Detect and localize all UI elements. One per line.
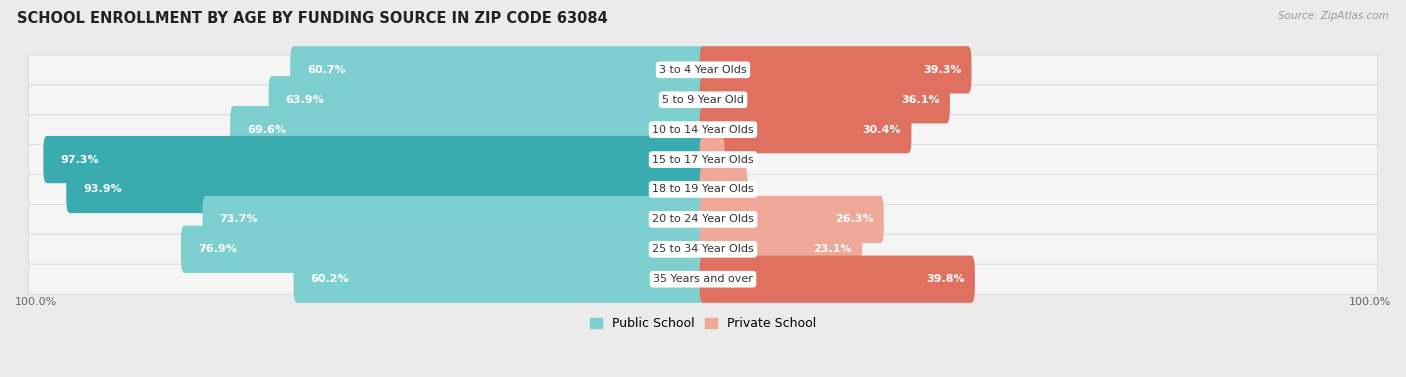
- Text: 18 to 19 Year Olds: 18 to 19 Year Olds: [652, 184, 754, 195]
- FancyBboxPatch shape: [294, 256, 706, 303]
- FancyBboxPatch shape: [28, 85, 1378, 115]
- Text: 100.0%: 100.0%: [15, 297, 58, 307]
- FancyBboxPatch shape: [28, 234, 1378, 264]
- FancyBboxPatch shape: [202, 196, 706, 243]
- FancyBboxPatch shape: [700, 226, 862, 273]
- Legend: Public School, Private School: Public School, Private School: [585, 312, 821, 335]
- FancyBboxPatch shape: [700, 106, 911, 153]
- Text: 36.1%: 36.1%: [901, 95, 939, 105]
- Text: 93.9%: 93.9%: [83, 184, 122, 195]
- Text: 39.8%: 39.8%: [927, 274, 965, 284]
- FancyBboxPatch shape: [700, 196, 884, 243]
- Text: Source: ZipAtlas.com: Source: ZipAtlas.com: [1278, 11, 1389, 21]
- FancyBboxPatch shape: [28, 115, 1378, 145]
- FancyBboxPatch shape: [700, 76, 950, 123]
- Text: SCHOOL ENROLLMENT BY AGE BY FUNDING SOURCE IN ZIP CODE 63084: SCHOOL ENROLLMENT BY AGE BY FUNDING SOUR…: [17, 11, 607, 26]
- Text: 2.7%: 2.7%: [683, 155, 714, 165]
- Text: 10 to 14 Year Olds: 10 to 14 Year Olds: [652, 125, 754, 135]
- FancyBboxPatch shape: [28, 145, 1378, 175]
- Text: 15 to 17 Year Olds: 15 to 17 Year Olds: [652, 155, 754, 165]
- FancyBboxPatch shape: [66, 166, 706, 213]
- Text: 35 Years and over: 35 Years and over: [652, 274, 754, 284]
- Text: 20 to 24 Year Olds: 20 to 24 Year Olds: [652, 215, 754, 224]
- Text: 60.2%: 60.2%: [311, 274, 349, 284]
- Text: 25 to 34 Year Olds: 25 to 34 Year Olds: [652, 244, 754, 254]
- Text: 23.1%: 23.1%: [814, 244, 852, 254]
- FancyBboxPatch shape: [28, 55, 1378, 85]
- FancyBboxPatch shape: [28, 175, 1378, 204]
- FancyBboxPatch shape: [231, 106, 706, 153]
- FancyBboxPatch shape: [269, 76, 706, 123]
- Text: 76.9%: 76.9%: [198, 244, 236, 254]
- FancyBboxPatch shape: [290, 46, 706, 93]
- FancyBboxPatch shape: [700, 256, 974, 303]
- Text: 6.1%: 6.1%: [706, 184, 737, 195]
- Text: 3 to 4 Year Olds: 3 to 4 Year Olds: [659, 65, 747, 75]
- Text: 26.3%: 26.3%: [835, 215, 873, 224]
- Text: 97.3%: 97.3%: [60, 155, 98, 165]
- Text: 100.0%: 100.0%: [1348, 297, 1391, 307]
- FancyBboxPatch shape: [700, 46, 972, 93]
- Text: 60.7%: 60.7%: [307, 65, 346, 75]
- FancyBboxPatch shape: [700, 136, 724, 183]
- Text: 5 to 9 Year Old: 5 to 9 Year Old: [662, 95, 744, 105]
- Text: 30.4%: 30.4%: [863, 125, 901, 135]
- FancyBboxPatch shape: [181, 226, 706, 273]
- FancyBboxPatch shape: [28, 264, 1378, 294]
- Text: 69.6%: 69.6%: [247, 125, 285, 135]
- FancyBboxPatch shape: [700, 166, 748, 213]
- Text: 39.3%: 39.3%: [922, 65, 962, 75]
- FancyBboxPatch shape: [44, 136, 706, 183]
- Text: 63.9%: 63.9%: [285, 95, 325, 105]
- FancyBboxPatch shape: [28, 204, 1378, 234]
- Text: 73.7%: 73.7%: [219, 215, 257, 224]
